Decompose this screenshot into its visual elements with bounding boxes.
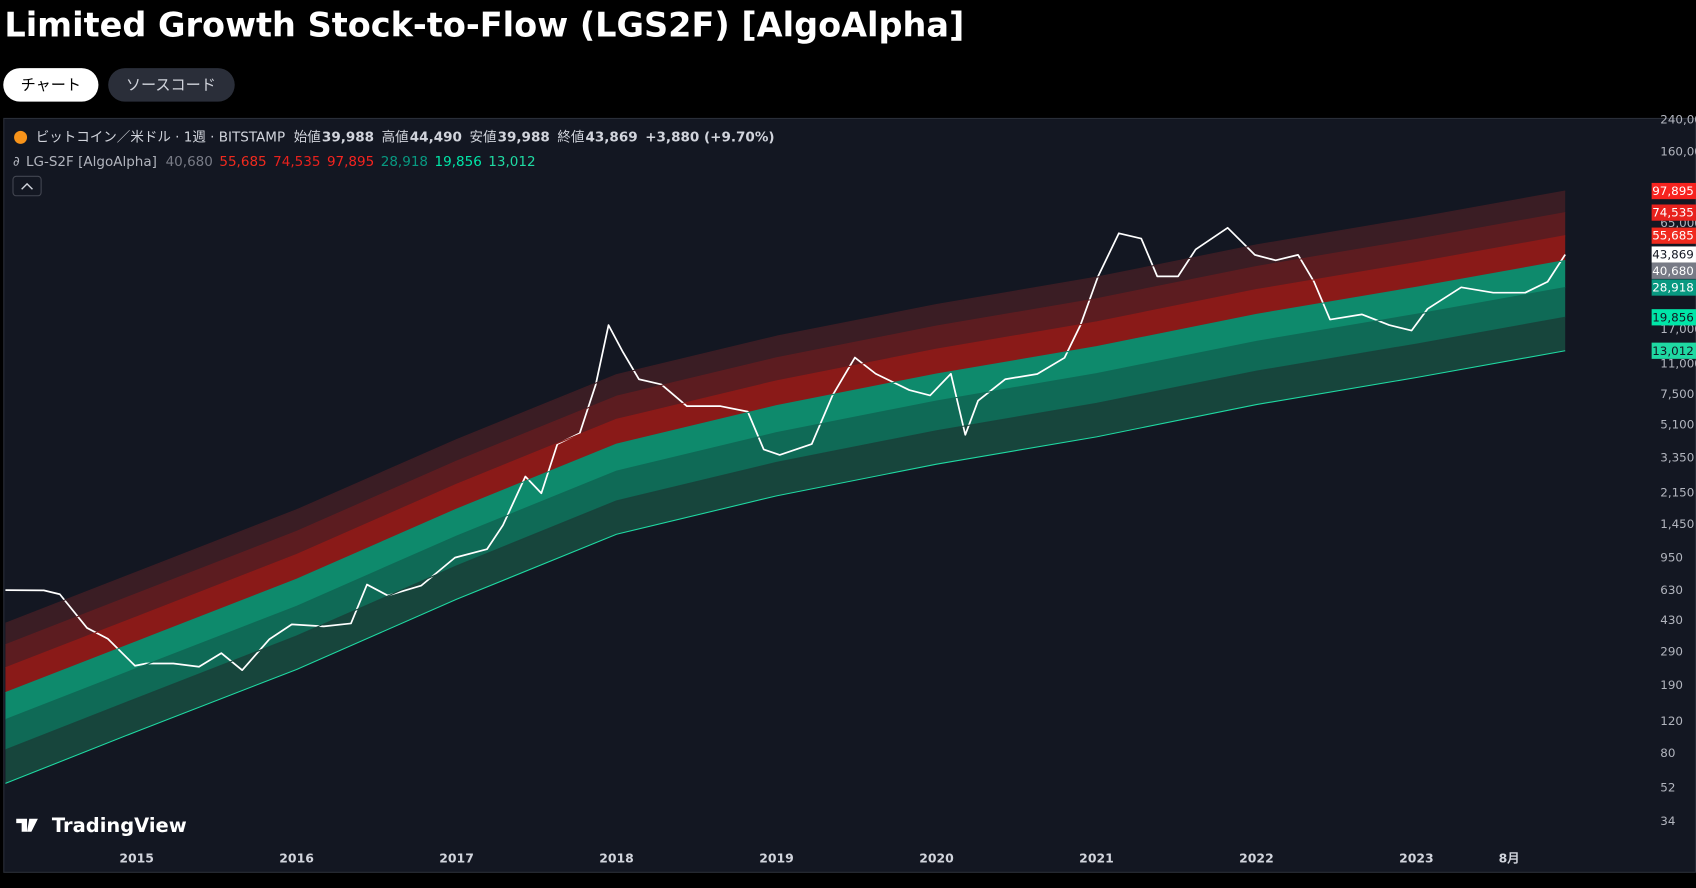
- legend-text: 28,918: [381, 154, 428, 170]
- price-tag: [1651, 227, 1696, 244]
- x-tick-label: 2017: [439, 850, 474, 865]
- band-fill: [5, 235, 1566, 693]
- band-fill: [5, 260, 1566, 720]
- legend-text: 安値: [469, 129, 496, 145]
- y-tick-label: 160,000: [1660, 145, 1696, 159]
- tab-label[interactable]: チャート: [21, 76, 81, 94]
- legend-text: 39,988: [322, 129, 374, 145]
- band-line: [5, 190, 1566, 624]
- price-line: [5, 226, 1566, 672]
- price-tag-label: 43,869: [1652, 248, 1694, 262]
- y-tick-label: 3,350: [1660, 451, 1694, 465]
- legend-text: 55,685: [219, 154, 266, 170]
- legend-text: 40,680: [166, 154, 213, 170]
- tab[interactable]: [108, 68, 235, 102]
- x-tick-label: 2015: [119, 850, 154, 865]
- legend-text: 74,535: [273, 154, 320, 170]
- legend-text: 44,490: [410, 129, 462, 145]
- x-tick-label: 2023: [1399, 850, 1434, 865]
- band-fill: [5, 317, 1566, 784]
- collapse-icon[interactable]: [21, 182, 33, 190]
- price-tag-label: 55,685: [1652, 229, 1694, 243]
- price-tag-label: 28,918: [1652, 281, 1694, 295]
- price-tag-label: 74,535: [1652, 206, 1694, 220]
- y-tick-label: 11,000: [1660, 357, 1696, 371]
- band-fill: [5, 212, 1566, 668]
- tab-label[interactable]: ソースコード: [126, 76, 216, 94]
- price-tag: [1651, 262, 1696, 279]
- x-tick-label: 2018: [599, 850, 634, 865]
- y-tick-label: 5,100: [1660, 417, 1694, 431]
- indicator-icon: ∂: [13, 155, 20, 170]
- page-title: Limited Growth Stock-to-Flow (LGS2F) [Al…: [4, 6, 964, 45]
- band-line: [5, 235, 1566, 669]
- y-tick-label: 240,000: [1660, 113, 1696, 127]
- y-tick-label: 17,000: [1660, 322, 1696, 336]
- legend-text: 終値: [557, 129, 584, 145]
- price-axis: 34 52 80 120 190 290 430 630 950 1,450 2,150 3,350 5…: [1651, 113, 1696, 828]
- legend-text: 始値: [294, 129, 321, 145]
- y-tick-label: 52: [1660, 780, 1675, 794]
- legend-text: ビットコイン／米ドル · 1週 · BITSTAMP: [36, 129, 285, 145]
- band-fill: [5, 191, 1566, 645]
- band-fill: [5, 287, 1566, 750]
- x-tick-label: 2019: [759, 850, 794, 865]
- price-tag-label: 40,680: [1652, 264, 1694, 278]
- x-tick-label: 2016: [279, 850, 314, 865]
- legend-text: 13,012: [488, 154, 535, 170]
- price-tag: [1651, 309, 1696, 326]
- y-tick-label: 80: [1660, 746, 1675, 760]
- price-tag-label: 97,895: [1652, 184, 1694, 198]
- price-tag: [1651, 246, 1696, 263]
- watermark: TradingView: [52, 814, 187, 837]
- price-tag: [1651, 342, 1696, 359]
- legend-text: +3,880 (+9.70%): [645, 129, 774, 145]
- plot-area: [5, 190, 1566, 784]
- y-tick-label: 430: [1660, 613, 1683, 627]
- legend-text: 97,895: [327, 154, 374, 170]
- legend-text: 39,988: [498, 129, 550, 145]
- legend: ビットコイン／米ドル · 1週 · BITSTAMP 始値 39,988 高値 44,4…: [13, 128, 775, 170]
- x-tick-label: 2020: [919, 850, 954, 865]
- x-tick-label: 2022: [1239, 850, 1274, 865]
- price-tag: [1651, 204, 1696, 221]
- y-tick-label: 1,450: [1660, 517, 1694, 531]
- y-tick-label: 2,150: [1660, 486, 1694, 500]
- y-tick-label: 34: [1660, 814, 1675, 828]
- band-line: [5, 260, 1566, 694]
- price-tag: [1651, 182, 1696, 200]
- x-tick-label: 8月: [1499, 850, 1520, 865]
- tab-active[interactable]: [3, 68, 99, 102]
- band-line: [5, 212, 1566, 646]
- y-tick-label: 190: [1660, 678, 1683, 692]
- band-line: [5, 316, 1566, 751]
- y-tick-label: 290: [1660, 644, 1683, 658]
- band-line: [5, 350, 1566, 784]
- legend-text: 19,856: [435, 154, 482, 170]
- symbol-icon: [14, 130, 28, 144]
- legend-text: 43,869: [585, 129, 637, 145]
- legend-text: LG-S2F [AlgoAlpha]: [26, 154, 157, 170]
- legend-text: 高値: [382, 128, 409, 145]
- y-tick-label: 7,500: [1660, 387, 1694, 401]
- x-tick-label: 2021: [1079, 850, 1114, 865]
- y-tick-label: 950: [1660, 550, 1683, 564]
- price-tag-label: 13,012: [1652, 344, 1694, 358]
- y-tick-label: 120: [1660, 714, 1683, 728]
- price-tag-label: 19,856: [1652, 310, 1694, 324]
- collapse-button[interactable]: [12, 175, 42, 197]
- price-tag: [1651, 279, 1696, 296]
- band-line: [5, 287, 1566, 721]
- y-tick-label: 630: [1660, 583, 1683, 597]
